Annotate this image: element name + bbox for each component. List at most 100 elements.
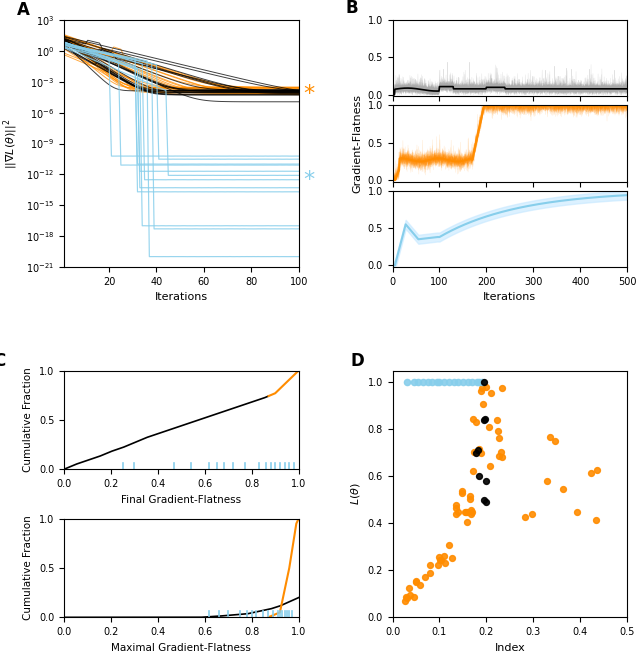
Point — [412, 575, 422, 586]
Point — [472, 377, 482, 388]
Point — [520, 511, 530, 522]
Point — [470, 417, 481, 428]
Point — [481, 413, 491, 424]
Point — [439, 551, 449, 562]
Text: A: A — [17, 1, 30, 19]
Point — [456, 486, 467, 497]
Point — [453, 507, 463, 518]
Point — [401, 377, 412, 388]
Point — [428, 377, 438, 388]
Point — [432, 377, 442, 388]
Point — [494, 450, 504, 461]
Point — [545, 431, 555, 442]
Point — [474, 444, 484, 454]
Point — [409, 591, 419, 602]
Point — [420, 572, 430, 582]
X-axis label: Iterations: Iterations — [155, 292, 208, 302]
Point — [484, 421, 494, 432]
Point — [492, 415, 502, 425]
Point — [471, 448, 481, 458]
Point — [467, 377, 477, 388]
Point — [541, 476, 552, 486]
Point — [463, 377, 473, 388]
Point — [527, 509, 537, 519]
Text: C: C — [0, 352, 6, 370]
Point — [485, 460, 495, 471]
Point — [591, 515, 602, 525]
Point — [434, 552, 444, 562]
Point — [466, 509, 476, 520]
Point — [494, 433, 504, 444]
Point — [458, 377, 468, 388]
Point — [444, 539, 454, 550]
Point — [497, 382, 508, 393]
Point — [592, 465, 602, 476]
Text: *: * — [303, 170, 315, 189]
Point — [411, 577, 421, 588]
Y-axis label: Cumulative Fraction: Cumulative Fraction — [23, 515, 33, 621]
Y-axis label: $L(\theta)$: $L(\theta)$ — [349, 482, 362, 505]
Point — [476, 382, 486, 393]
Point — [467, 507, 477, 517]
Point — [403, 592, 413, 603]
Point — [457, 487, 467, 498]
Y-axis label: $||\nabla L(\theta)||^2$: $||\nabla L(\theta)||^2$ — [2, 118, 20, 168]
Point — [435, 555, 445, 566]
Point — [468, 414, 478, 425]
Point — [413, 377, 424, 388]
Point — [460, 506, 470, 517]
Point — [461, 516, 472, 527]
Point — [550, 435, 560, 446]
Point — [404, 582, 414, 593]
Point — [497, 452, 507, 463]
Point — [466, 505, 476, 516]
Point — [447, 553, 458, 564]
Point — [408, 377, 419, 388]
Point — [400, 595, 410, 606]
Point — [451, 503, 461, 514]
Point — [401, 592, 412, 603]
Point — [453, 377, 463, 388]
Point — [433, 560, 444, 570]
X-axis label: Iterations: Iterations — [483, 292, 536, 302]
Point — [479, 495, 489, 505]
Point — [479, 377, 489, 388]
Point — [449, 377, 459, 388]
Point — [486, 387, 496, 398]
Point — [465, 494, 475, 505]
Y-axis label: Cumulative Fraction: Cumulative Fraction — [23, 368, 33, 472]
Point — [436, 555, 446, 566]
X-axis label: Final Gradient-Flatness: Final Gradient-Flatness — [121, 495, 241, 505]
Point — [444, 377, 454, 388]
Point — [477, 377, 487, 388]
Point — [476, 448, 486, 458]
Point — [476, 386, 486, 397]
Point — [495, 447, 506, 458]
Point — [481, 497, 492, 507]
X-axis label: Index: Index — [495, 643, 525, 653]
Point — [415, 580, 425, 590]
Text: B: B — [346, 0, 358, 17]
Point — [481, 382, 492, 393]
Point — [418, 377, 428, 388]
Point — [481, 476, 492, 486]
Text: *: * — [303, 84, 315, 104]
Y-axis label: Gradient-Flatness: Gradient-Flatness — [352, 94, 362, 193]
Point — [435, 377, 445, 388]
Point — [477, 399, 488, 409]
Point — [460, 507, 470, 517]
Point — [493, 425, 503, 436]
Point — [404, 590, 415, 601]
Point — [572, 507, 582, 517]
Point — [469, 446, 479, 457]
Point — [468, 465, 478, 476]
Point — [473, 445, 483, 456]
X-axis label: Maximal Gradient-Flatness: Maximal Gradient-Flatness — [111, 643, 252, 653]
Point — [586, 468, 596, 478]
Point — [474, 471, 484, 482]
Point — [474, 377, 484, 388]
Point — [422, 377, 433, 388]
Point — [451, 509, 461, 519]
Point — [439, 377, 449, 388]
Point — [558, 483, 568, 494]
